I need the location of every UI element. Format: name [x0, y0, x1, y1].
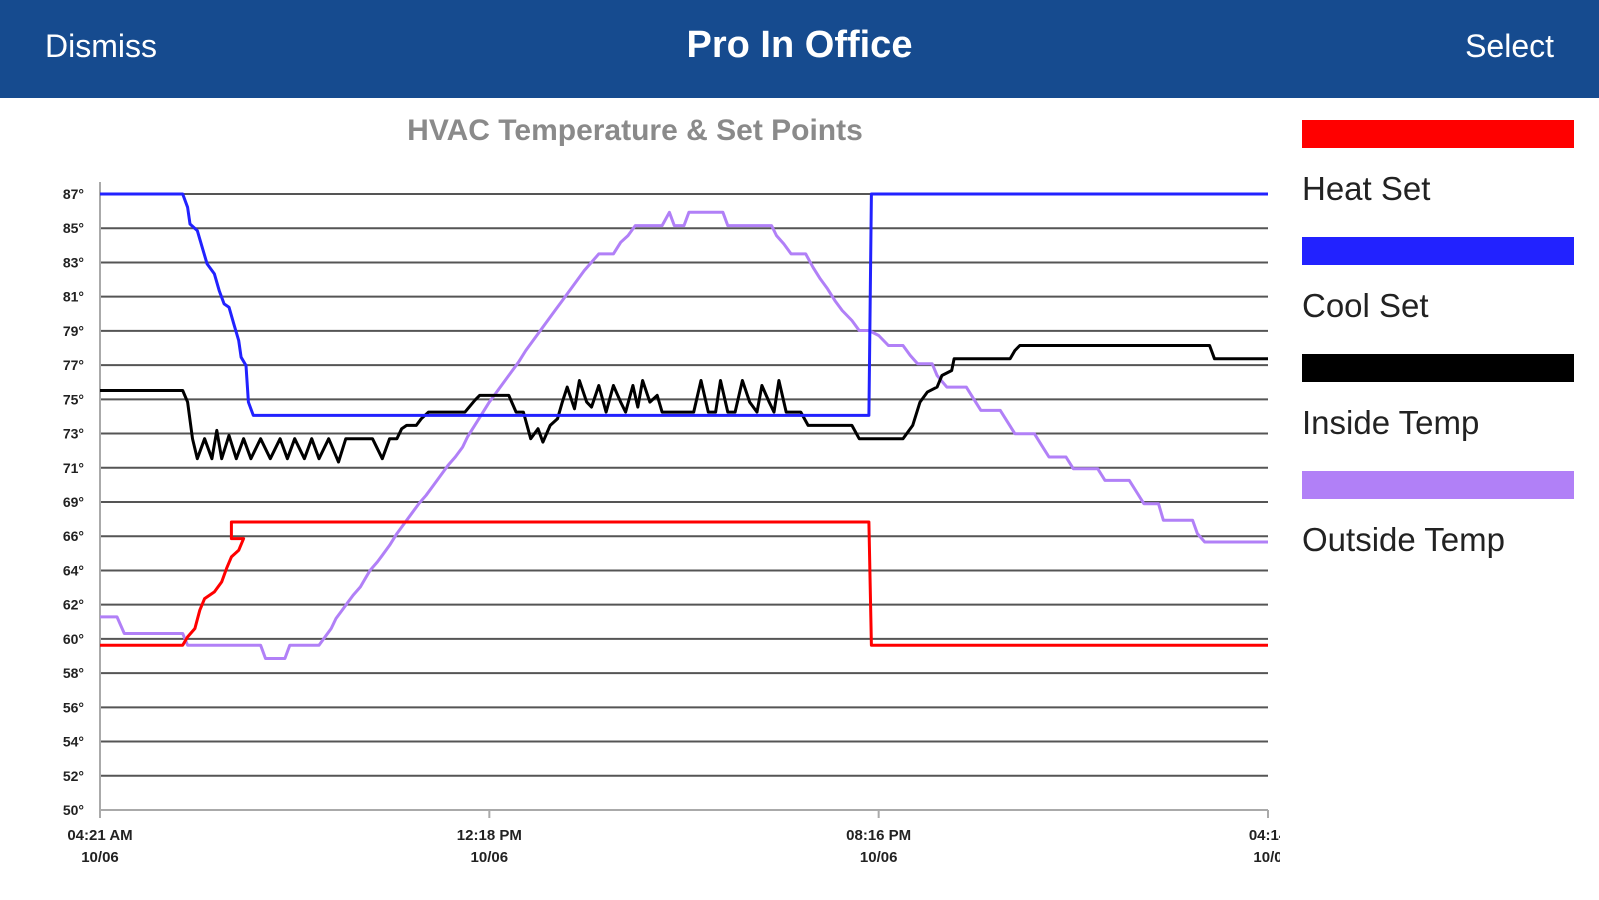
legend-item-inside-temp: Inside Temp: [1302, 354, 1577, 471]
y-tick-label: 56°: [63, 699, 84, 715]
legend-swatch-outside-temp: [1302, 471, 1574, 499]
legend-swatch-cool-set: [1302, 237, 1574, 265]
temperature-chart: 87° 85° 83° 81° 79° 77° 75° 73° 71° 69° 66° 64° 62° 6…: [63, 182, 1280, 866]
x-tick-date: 10/06: [471, 849, 509, 866]
legend-swatch-inside-temp: [1302, 354, 1574, 382]
y-tick-label: 58°: [63, 665, 84, 681]
y-tick-label: 71°: [63, 460, 84, 476]
legend-label-outside-temp: Outside Temp: [1302, 521, 1505, 558]
y-tick-label: 75°: [63, 391, 84, 407]
x-tick-label: 04:14: [1249, 827, 1280, 844]
select-button[interactable]: Select: [1465, 28, 1554, 64]
x-tick-label: 04:21 AM: [67, 827, 132, 844]
x-tick-label: 12:18 PM: [457, 827, 522, 844]
legend-item-heat-set: Heat Set: [1302, 120, 1577, 237]
x-tick-date: 10/06: [81, 849, 119, 866]
y-tick-label: 62°: [63, 597, 84, 613]
y-tick-label: 54°: [63, 734, 84, 750]
y-tick-label: 87°: [63, 186, 84, 202]
series-line-outside-temp: [100, 210, 1268, 660]
chart-legend: Heat Set Cool Set Inside Temp Outside Te…: [1302, 120, 1577, 588]
y-tick-label: 69°: [63, 494, 84, 510]
legend-label-inside-temp: Inside Temp: [1302, 404, 1480, 441]
y-tick-label: 64°: [63, 562, 84, 578]
y-tick-label: 81°: [63, 289, 84, 305]
y-tick-label: 77°: [63, 357, 84, 373]
legend-label-cool-set: Cool Set: [1302, 287, 1429, 324]
series-line-heat-set: [100, 520, 1268, 647]
x-tick-date: 10/0: [1253, 849, 1280, 866]
series-line-cool-set: [100, 192, 1268, 417]
y-tick-label: 79°: [63, 323, 84, 339]
legend-item-cool-set: Cool Set: [1302, 237, 1577, 354]
chart-title: HVAC Temperature & Set Points: [407, 114, 863, 147]
series-line-inside-temp: [100, 344, 1268, 464]
y-tick-label: 52°: [63, 768, 84, 784]
legend-swatch-heat-set: [1302, 120, 1574, 148]
x-tick-label: 08:16 PM: [846, 827, 911, 844]
legend-label-heat-set: Heat Set: [1302, 170, 1431, 207]
y-tick-label: 85°: [63, 220, 84, 236]
y-tick-label: 73°: [63, 426, 84, 442]
y-tick-label: 50°: [63, 802, 84, 818]
navigation-bar: Dismiss Pro In Office Select: [0, 0, 1599, 98]
dismiss-button[interactable]: Dismiss: [45, 28, 157, 64]
y-tick-label: 66°: [63, 528, 84, 544]
y-tick-label: 83°: [63, 254, 84, 270]
y-tick-label: 60°: [63, 631, 84, 647]
page-title: Pro In Office: [686, 24, 913, 66]
x-tick-date: 10/06: [860, 849, 898, 866]
legend-item-outside-temp: Outside Temp: [1302, 471, 1577, 588]
